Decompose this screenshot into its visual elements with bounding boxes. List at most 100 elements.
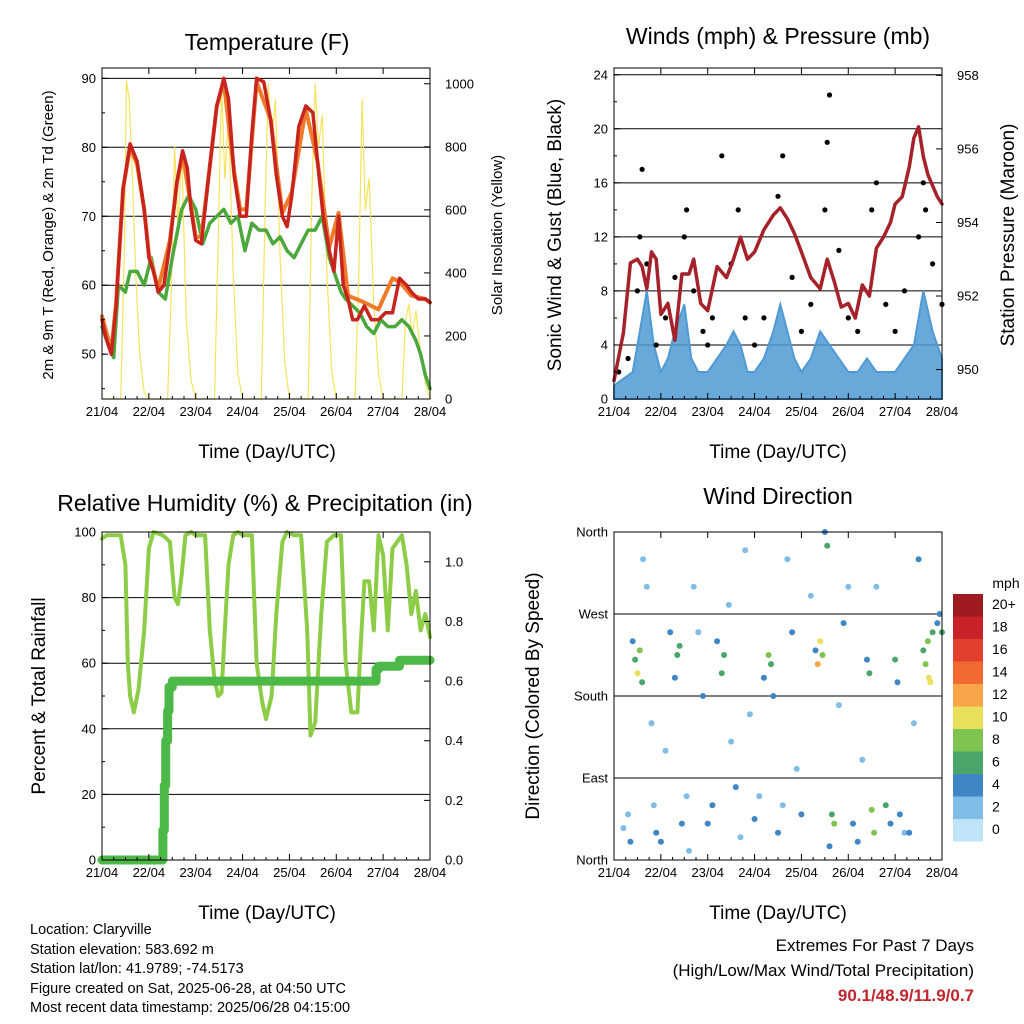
direction-point bbox=[866, 670, 873, 677]
temperature-y2tick-label: 0 bbox=[445, 392, 452, 407]
gust-point bbox=[735, 207, 741, 213]
humidity-xtick-label: 28/04 bbox=[414, 865, 447, 880]
gust-point bbox=[752, 342, 758, 348]
speed-legend-swatch bbox=[953, 684, 983, 707]
humidity-plot bbox=[97, 530, 435, 865]
gust-point bbox=[780, 153, 786, 159]
direction-point bbox=[721, 652, 728, 658]
winds-ytick-label: 8 bbox=[601, 283, 608, 298]
temperature-ylabel: 2m & 9m T (Red, Orange) & 2m Td (Green) bbox=[40, 90, 57, 379]
direction-point bbox=[760, 674, 767, 681]
direction-point bbox=[854, 838, 861, 845]
direction-point bbox=[709, 802, 716, 809]
speed-legend-swatch bbox=[953, 706, 983, 729]
humidity-ylabel: Percent & Total Rainfall bbox=[29, 597, 50, 794]
gust-point bbox=[822, 207, 828, 213]
temperature-xlabel: Time (Day/UTC) bbox=[198, 442, 336, 463]
gust-point bbox=[789, 274, 795, 280]
speed-legend-label: 0 bbox=[992, 821, 1000, 837]
pressure-line bbox=[612, 125, 944, 383]
direction-point bbox=[915, 556, 922, 563]
direction-point bbox=[850, 820, 856, 827]
humidity-y2tick-label: 0.0 bbox=[445, 853, 463, 868]
direction-ytick-label: South bbox=[574, 689, 608, 704]
direction-point bbox=[737, 834, 744, 841]
direction-point bbox=[732, 784, 739, 791]
gust-point bbox=[637, 234, 643, 240]
direction-xtick-label: 22/04 bbox=[645, 865, 678, 880]
speed-legend-swatch bbox=[953, 594, 983, 617]
direction-xtick-label: 28/04 bbox=[926, 865, 959, 880]
direction-point bbox=[845, 583, 852, 590]
speed-legend-swatch bbox=[953, 616, 983, 639]
humidity-ytick-label: 60 bbox=[82, 656, 96, 671]
direction-point bbox=[868, 806, 875, 813]
temperature-xtick-label: 23/04 bbox=[179, 404, 212, 419]
extremes-title: Extremes For Past 7 Days bbox=[775, 936, 974, 955]
direction-point bbox=[653, 829, 660, 836]
temperature-y2tick-label: 400 bbox=[445, 265, 467, 280]
humidity-ytick-label: 100 bbox=[74, 525, 96, 540]
temperature-ytick-label: 60 bbox=[82, 278, 96, 293]
winds-y2tick-label: 958 bbox=[957, 68, 979, 83]
gust-point bbox=[826, 92, 833, 98]
humidity-xtick-label: 22/04 bbox=[133, 865, 166, 880]
direction-ytick-label: West bbox=[579, 607, 609, 622]
humidity-panel: Relative Humidity (%) & Precipitation (i… bbox=[29, 490, 473, 924]
speed-legend-label: 10 bbox=[992, 709, 1008, 725]
direction-point bbox=[742, 547, 749, 554]
temp-2m-line bbox=[100, 76, 432, 356]
gust-point bbox=[920, 180, 926, 186]
temperature-y2tick-label: 800 bbox=[445, 139, 467, 154]
winds-plot bbox=[612, 92, 945, 400]
direction-point bbox=[683, 793, 690, 800]
gust-point bbox=[681, 234, 687, 240]
gust-point bbox=[930, 261, 936, 267]
direction-point bbox=[725, 601, 732, 608]
direction-point bbox=[640, 556, 647, 563]
temperature-ytick-label: 80 bbox=[82, 140, 96, 155]
direction-point bbox=[910, 720, 917, 727]
direction-point bbox=[819, 652, 826, 658]
direction-point bbox=[700, 693, 706, 699]
direction-point bbox=[798, 811, 805, 818]
direction-point bbox=[873, 583, 880, 590]
station-elevation: Station elevation: 583.692 m bbox=[30, 941, 214, 958]
humidity-axes: 21/04 22/04 23/04 24/04 25/04 26/04 27/04 28/04… bbox=[74, 525, 463, 881]
winds-ytick-label: 0 bbox=[601, 392, 608, 407]
direction-point bbox=[690, 583, 697, 590]
speed-legend: mph 20+ 18 16 14 12 10 8 6 4 2 0 bbox=[953, 575, 1020, 842]
humidity-xtick-label: 24/04 bbox=[226, 865, 259, 880]
gust-point bbox=[700, 328, 706, 334]
winds-xtick-label: 24/04 bbox=[738, 404, 771, 419]
direction-point bbox=[936, 611, 943, 617]
humidity-ytick-label: 20 bbox=[82, 787, 96, 802]
direction-point bbox=[887, 820, 894, 827]
winds-xtick-label: 21/04 bbox=[598, 404, 631, 419]
gust-point bbox=[836, 247, 842, 253]
humidity-ytick-label: 40 bbox=[82, 721, 96, 736]
direction-title: Wind Direction bbox=[703, 483, 853, 509]
direction-point bbox=[768, 661, 774, 668]
gust-point bbox=[845, 315, 851, 321]
humidity-xtick-label: 27/04 bbox=[367, 865, 400, 880]
station-info: Location: Claryville Station elevation: … bbox=[30, 921, 350, 1019]
winds-y2tick-label: 956 bbox=[957, 141, 979, 156]
speed-legend-label: 2 bbox=[992, 799, 1000, 815]
temperature-axes: 21/04 22/04 23/04 24/04 25/04 26/04 27/04 28/04… bbox=[82, 68, 474, 419]
direction-point bbox=[728, 738, 735, 745]
gust-point bbox=[639, 166, 645, 172]
direction-point bbox=[632, 656, 639, 663]
gust-point bbox=[855, 328, 861, 334]
temperature-xtick-label: 26/04 bbox=[320, 404, 353, 419]
direction-point bbox=[840, 620, 847, 627]
winds-xtick-label: 22/04 bbox=[645, 404, 678, 419]
gust-point bbox=[901, 288, 908, 294]
direction-point bbox=[826, 843, 833, 850]
speed-legend-swatch bbox=[953, 661, 983, 684]
gust-point bbox=[705, 342, 711, 348]
gust-point bbox=[684, 207, 690, 213]
speed-legend-swatch bbox=[953, 751, 983, 774]
direction-point bbox=[920, 647, 927, 654]
